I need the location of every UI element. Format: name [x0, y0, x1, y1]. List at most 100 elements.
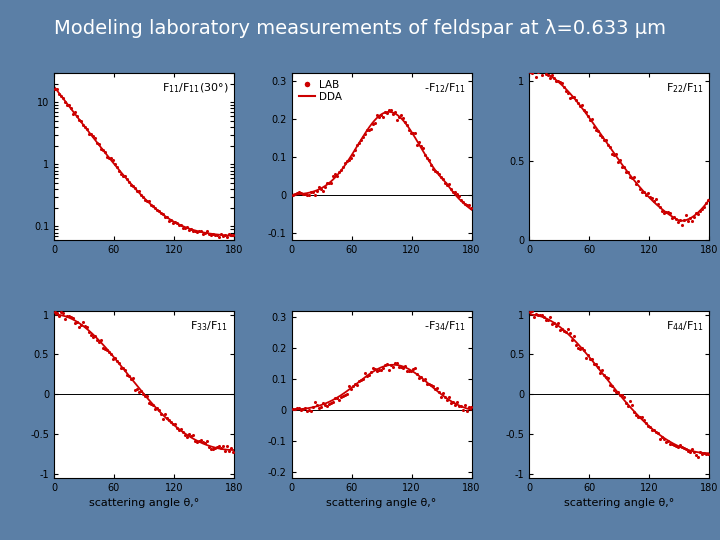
- Point: [531, 73, 542, 82]
- Point: [373, 112, 384, 121]
- Point: [143, 197, 155, 206]
- Point: [528, 66, 540, 75]
- Point: [77, 318, 89, 326]
- Point: [337, 163, 348, 171]
- Point: [395, 111, 406, 119]
- Point: [598, 136, 610, 145]
- Point: [590, 126, 602, 134]
- Point: [685, 214, 696, 222]
- Point: [105, 154, 117, 163]
- Point: [205, 444, 217, 453]
- Point: [139, 196, 150, 205]
- Point: [383, 366, 395, 374]
- Point: [690, 451, 702, 460]
- Point: [636, 413, 648, 422]
- Point: [375, 111, 387, 120]
- Point: [405, 367, 416, 376]
- Point: [351, 140, 362, 149]
- Point: [659, 208, 670, 217]
- Point: [387, 363, 398, 372]
- Point: [596, 366, 608, 374]
- Point: [181, 223, 193, 232]
- Point: [680, 444, 692, 453]
- Point: [698, 449, 710, 457]
- Point: [606, 381, 618, 390]
- Point: [325, 178, 336, 187]
- Point: [130, 385, 141, 394]
- Point: [429, 167, 441, 176]
- Point: [58, 309, 69, 318]
- Point: [335, 166, 346, 174]
- Point: [431, 168, 442, 177]
- Point: [203, 443, 215, 451]
- Point: [153, 207, 165, 215]
- Point: [577, 344, 588, 353]
- Point: [58, 94, 69, 103]
- Point: [313, 183, 325, 192]
- Point: [569, 332, 580, 340]
- Point: [343, 382, 354, 391]
- Point: [343, 156, 354, 164]
- Point: [437, 389, 449, 398]
- Point: [419, 375, 431, 384]
- Point: [552, 319, 564, 328]
- Point: [647, 194, 658, 202]
- Point: [71, 111, 83, 120]
- Point: [411, 140, 423, 149]
- Point: [546, 320, 558, 328]
- Point: [557, 78, 568, 87]
- Point: [580, 107, 592, 116]
- Point: [139, 392, 150, 401]
- Point: [187, 227, 199, 236]
- Point: [81, 124, 93, 133]
- Point: [145, 400, 157, 408]
- Point: [163, 416, 175, 424]
- Point: [688, 448, 700, 456]
- Point: [347, 151, 359, 160]
- Point: [133, 387, 145, 396]
- Point: [131, 384, 143, 393]
- Point: [564, 328, 576, 337]
- Point: [377, 112, 388, 121]
- Point: [197, 230, 209, 238]
- Point: [554, 78, 566, 86]
- Point: [590, 360, 602, 368]
- Point: [593, 127, 604, 136]
- Point: [582, 111, 594, 120]
- Point: [311, 186, 323, 195]
- Point: [387, 110, 398, 118]
- Point: [587, 355, 598, 363]
- Point: [397, 364, 408, 373]
- Point: [107, 156, 119, 164]
- Point: [117, 172, 129, 180]
- Point: [603, 374, 614, 382]
- Point: [195, 227, 207, 235]
- Point: [189, 436, 201, 445]
- Point: [605, 381, 616, 389]
- Point: [445, 185, 456, 193]
- Point: [169, 218, 181, 227]
- Point: [303, 405, 315, 414]
- Point: [409, 363, 420, 372]
- Point: [141, 197, 153, 205]
- Point: [393, 113, 405, 122]
- Point: [569, 92, 580, 101]
- Point: [295, 405, 307, 414]
- Point: [551, 77, 562, 85]
- Point: [546, 71, 558, 79]
- Point: [89, 134, 101, 143]
- Point: [341, 157, 352, 166]
- Point: [577, 101, 588, 110]
- Point: [125, 375, 137, 384]
- Point: [536, 71, 548, 79]
- Point: [333, 167, 344, 176]
- Point: [603, 140, 614, 149]
- Point: [560, 328, 572, 336]
- Point: [696, 205, 708, 213]
- Point: [533, 311, 544, 320]
- Point: [367, 364, 379, 373]
- Point: [109, 354, 121, 362]
- Point: [441, 395, 452, 404]
- Point: [113, 359, 125, 367]
- Point: [120, 172, 131, 181]
